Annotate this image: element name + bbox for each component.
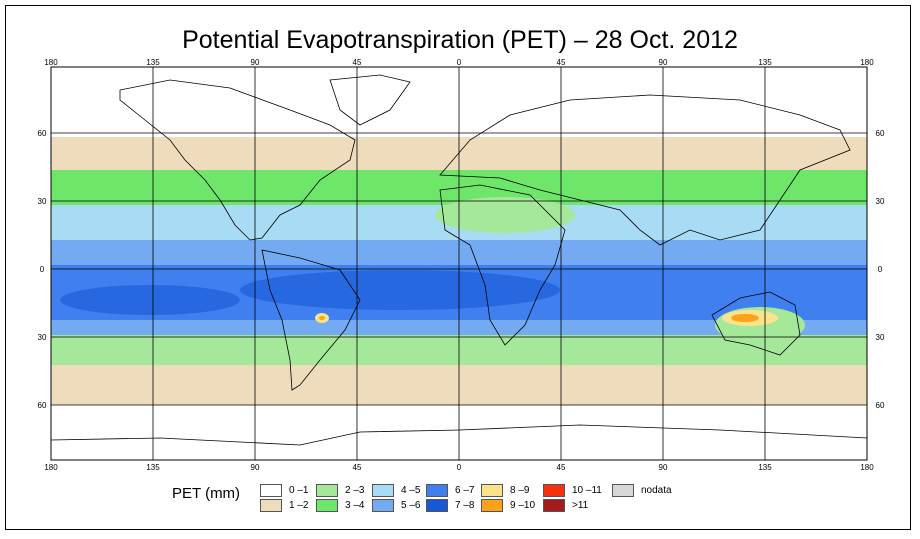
map-title: Potential Evapotranspiration (PET) – 28 … bbox=[182, 26, 738, 54]
legend-title: PET (mm) bbox=[172, 485, 241, 502]
lat-ticks-left: 60 30 0 30 60 bbox=[38, 129, 47, 410]
map-border bbox=[50, 66, 868, 461]
lat-tick-left: 30 bbox=[38, 333, 47, 342]
legend-label: >11 bbox=[572, 500, 589, 511]
coast-europe-asia bbox=[439, 94, 851, 246]
lat-tick-left: 0 bbox=[40, 265, 45, 274]
lon-tick-top: 135 bbox=[758, 58, 772, 67]
lon-tick-top: 90 bbox=[251, 58, 260, 67]
coast-antarctica bbox=[51, 424, 867, 446]
legend-label: 4 –5 bbox=[401, 485, 421, 496]
lon-tick-bottom: 0 bbox=[457, 463, 462, 472]
lat-tick-left: 30 bbox=[38, 197, 47, 206]
lon-tick-top: 180 bbox=[44, 58, 58, 67]
legend-swatch bbox=[481, 484, 503, 497]
legend-label: 6 –7 bbox=[455, 485, 475, 496]
legend-label: 9 –10 bbox=[510, 500, 536, 511]
lon-ticks-bottom: 180 135 90 45 0 45 90 135 180 bbox=[44, 463, 874, 472]
lat-tick-left: 60 bbox=[38, 129, 47, 138]
legend-swatch bbox=[481, 499, 503, 512]
lon-tick-bottom: 180 bbox=[44, 463, 58, 472]
lon-tick-top: 45 bbox=[353, 58, 362, 67]
lat-tick-right: 30 bbox=[876, 197, 885, 206]
legend-swatch bbox=[316, 484, 338, 497]
legend-label: nodata bbox=[641, 485, 672, 496]
legend-label: 5 –6 bbox=[401, 500, 421, 511]
lon-tick-bottom: 135 bbox=[146, 463, 160, 472]
lon-tick-top: 45 bbox=[557, 58, 566, 67]
lon-tick-bottom: 45 bbox=[353, 463, 362, 472]
legend-swatch bbox=[260, 499, 282, 512]
lon-tick-bottom: 180 bbox=[860, 463, 874, 472]
legend-swatch bbox=[612, 484, 634, 497]
lon-tick-bottom: 90 bbox=[659, 463, 668, 472]
lon-tick-top: 90 bbox=[659, 58, 668, 67]
patch-equator-dark bbox=[240, 270, 560, 310]
lon-tick-bottom: 90 bbox=[251, 463, 260, 472]
legend-swatch bbox=[260, 484, 282, 497]
graticule bbox=[51, 67, 867, 460]
lon-tick-top: 180 bbox=[860, 58, 874, 67]
patch-pacific-dark bbox=[60, 285, 240, 315]
coast-greenland bbox=[329, 74, 411, 126]
legend-swatch bbox=[426, 484, 448, 497]
lon-ticks-top: 180 135 90 45 0 45 90 135 180 bbox=[44, 58, 874, 67]
coast-north-america bbox=[119, 79, 356, 241]
coast-australia bbox=[711, 291, 801, 356]
coast-south-america bbox=[261, 249, 361, 391]
lon-tick-bottom: 45 bbox=[557, 463, 566, 472]
patch-sahara bbox=[435, 197, 575, 233]
lat-tick-left: 60 bbox=[38, 401, 47, 410]
legend-swatch bbox=[543, 499, 565, 512]
lat-tick-right: 60 bbox=[876, 401, 885, 410]
lat-ticks-right: 60 30 0 30 60 bbox=[876, 129, 885, 410]
legend-label: 3 –4 bbox=[345, 500, 365, 511]
patch-south-america-core bbox=[319, 316, 325, 320]
legend-swatch bbox=[372, 484, 394, 497]
coastlines bbox=[51, 74, 867, 446]
patch-australia-core bbox=[731, 314, 759, 322]
legend-label: 2 –3 bbox=[345, 485, 365, 496]
lat-tick-right: 60 bbox=[876, 129, 885, 138]
legend-label: 0 –1 bbox=[289, 485, 309, 496]
legend-swatch bbox=[426, 499, 448, 512]
legend-label: 10 –11 bbox=[572, 485, 602, 496]
legend-label: 7 –8 bbox=[455, 500, 475, 511]
lat-tick-right: 30 bbox=[876, 333, 885, 342]
legend-swatch bbox=[372, 499, 394, 512]
coast-africa bbox=[439, 184, 566, 346]
lat-tick-right: 0 bbox=[878, 265, 883, 274]
lon-tick-top: 0 bbox=[457, 58, 462, 67]
legend-label: 8 –9 bbox=[510, 485, 530, 496]
legend-swatch bbox=[543, 484, 565, 497]
lon-tick-bottom: 135 bbox=[758, 463, 772, 472]
figure-frame bbox=[5, 5, 911, 530]
lon-tick-top: 135 bbox=[146, 58, 160, 67]
legend-swatch bbox=[316, 499, 338, 512]
legend-label: 1 –2 bbox=[289, 500, 309, 511]
